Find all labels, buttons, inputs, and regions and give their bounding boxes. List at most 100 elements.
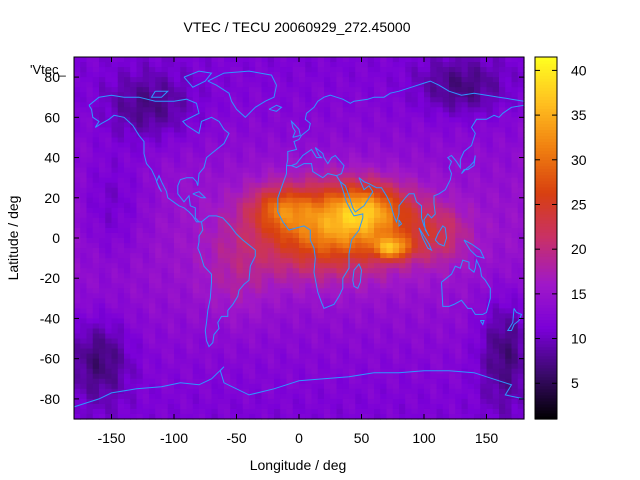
heatmap-cell — [205, 192, 213, 199]
heatmap-cell — [142, 162, 150, 169]
heatmap-cell — [361, 243, 369, 249]
heatmap-cell — [205, 413, 213, 420]
heatmap-cell — [92, 258, 100, 264]
heatmap-cell — [192, 232, 200, 239]
heatmap-cell — [230, 353, 238, 360]
heatmap-cell — [417, 72, 425, 78]
heatmap-cell — [474, 187, 481, 194]
heatmap-cell — [130, 142, 138, 149]
heatmap-cell — [299, 333, 306, 340]
heatmap-cell — [180, 232, 188, 239]
heatmap-cell — [374, 147, 381, 154]
heatmap-cell — [199, 298, 206, 304]
heatmap-cell — [311, 117, 319, 123]
heatmap-cell — [99, 67, 106, 73]
heatmap-cell — [424, 393, 431, 400]
heatmap-cell — [499, 253, 506, 259]
heatmap-cell — [392, 263, 400, 269]
heatmap-cell — [105, 147, 113, 154]
heatmap-cell — [424, 112, 431, 118]
heatmap-cell — [136, 258, 144, 264]
heatmap-cell — [486, 263, 494, 269]
heatmap-cell — [267, 243, 275, 249]
heatmap-cell — [324, 207, 331, 214]
heatmap-cell — [92, 147, 100, 154]
heatmap-cell — [230, 167, 238, 174]
heatmap-cell — [492, 102, 500, 108]
heatmap-cell — [330, 373, 338, 380]
heatmap-cell — [499, 217, 506, 224]
heatmap-cell — [474, 263, 481, 269]
heatmap-cell — [242, 67, 250, 73]
heatmap-cell — [449, 293, 456, 299]
heatmap-cell — [224, 217, 231, 224]
heatmap-cell — [105, 288, 113, 294]
heatmap-cell — [317, 132, 325, 139]
heatmap-cell — [480, 207, 488, 214]
heatmap-cell — [317, 308, 325, 315]
heatmap-cell — [274, 343, 281, 350]
heatmap-cell — [130, 348, 138, 355]
heatmap-cell — [230, 348, 238, 355]
heatmap-cell — [136, 278, 144, 284]
heatmap-cell — [386, 82, 394, 88]
heatmap-cell — [174, 132, 181, 139]
heatmap-cell — [405, 122, 413, 128]
heatmap-cell — [92, 137, 100, 144]
heatmap-cell — [267, 278, 275, 284]
heatmap-cell — [261, 187, 269, 194]
heatmap-cell — [492, 162, 500, 169]
heatmap-cell — [461, 122, 469, 128]
heatmap-cell — [211, 177, 219, 184]
heatmap-cell — [467, 373, 475, 380]
heatmap-cell — [174, 323, 181, 330]
heatmap-cell — [442, 333, 450, 340]
heatmap-cell — [467, 323, 475, 330]
heatmap-cell — [261, 142, 269, 149]
heatmap-cell — [361, 72, 369, 78]
heatmap-cell — [261, 137, 269, 144]
heatmap-cell — [430, 373, 438, 380]
heatmap-cell — [92, 127, 100, 134]
heatmap-cell — [167, 298, 175, 304]
heatmap-cell — [161, 378, 169, 385]
heatmap-cell — [361, 308, 369, 315]
heatmap-cell — [492, 408, 500, 415]
heatmap-cell — [367, 238, 375, 244]
heatmap-cell — [142, 298, 150, 304]
heatmap-cell — [280, 232, 288, 239]
heatmap-cell — [442, 318, 450, 325]
heatmap-cell — [124, 137, 131, 144]
heatmap-cell — [130, 273, 138, 279]
heatmap-cell — [474, 182, 481, 189]
heatmap-cell — [461, 152, 469, 159]
heatmap-cell — [349, 353, 356, 360]
heatmap-cell — [136, 137, 144, 144]
heatmap-cell — [411, 243, 419, 249]
heatmap-cell — [199, 283, 206, 289]
heatmap-cell — [255, 393, 263, 400]
heatmap-cell — [86, 162, 94, 169]
heatmap-cell — [211, 328, 219, 335]
heatmap-cell — [411, 202, 419, 209]
heatmap-cell — [136, 122, 144, 128]
heatmap-cell — [274, 328, 281, 335]
heatmap-cell — [405, 92, 413, 98]
heatmap-cell — [442, 227, 450, 234]
heatmap-cell — [80, 293, 88, 299]
heatmap-cell — [305, 248, 313, 254]
heatmap-cell — [105, 87, 113, 93]
heatmap-cell — [117, 57, 125, 63]
heatmap-cell — [130, 283, 138, 289]
heatmap-cell — [330, 413, 338, 420]
heatmap-cell — [130, 187, 138, 194]
heatmap-cell — [155, 137, 163, 144]
heatmap-cell — [324, 238, 331, 244]
heatmap-cell — [74, 212, 81, 219]
heatmap-cell — [99, 323, 106, 330]
heatmap-cell — [142, 217, 150, 224]
heatmap-cell — [336, 137, 344, 144]
heatmap-cell — [224, 238, 231, 244]
heatmap-cell — [492, 132, 500, 139]
heatmap-cell — [274, 132, 281, 139]
